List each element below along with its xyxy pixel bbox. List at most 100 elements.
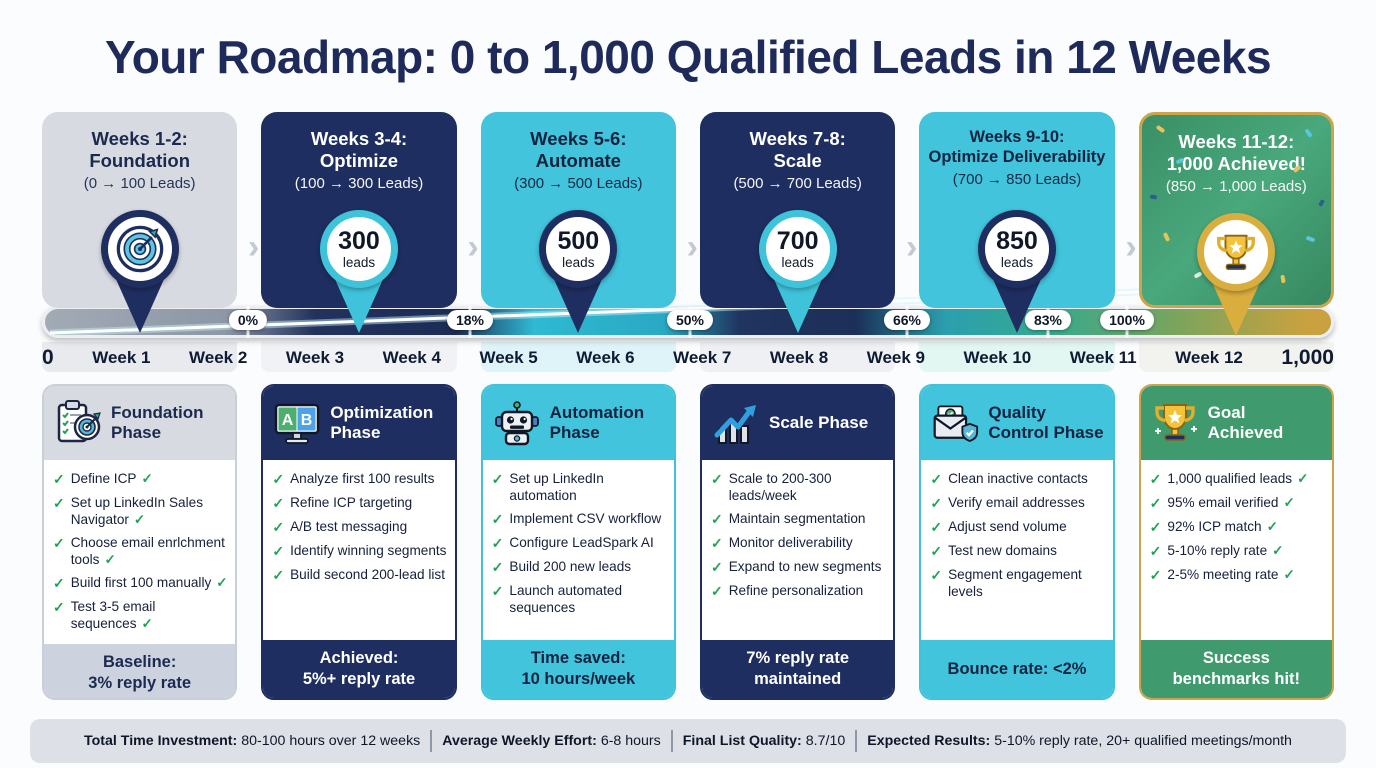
milestone-pin [100,210,179,333]
trophy-icon [1217,234,1256,270]
check-icon: ✓ [491,511,504,528]
checklist-item: ✓ 92% ICP match ✓ [1149,519,1278,536]
chevron-right-icon: › [906,228,918,266]
stat-value: 5-10% reply rate, 20+ qualified meetings… [994,733,1292,749]
detail-card-header: A B Optimization Phase [263,386,455,460]
progress-badge: 0% [228,310,268,330]
checklist: ✓ Analyze first 100 results ✓ Refine ICP t… [263,460,455,640]
target-icon [116,225,163,273]
check-icon: ✓ [272,567,285,584]
stat-label: Average Weekly Effort: [442,733,597,749]
phase-lead-range: (300 → 500 Leads) [514,175,643,193]
phase4-summary-card: Weeks 7-8: Scale (500 → 700 Leads) 700 l… [699,112,917,333]
check-icon: ✓ [930,567,943,584]
pin-circle: 300 leads [319,210,398,288]
detail-card-header: Goal Achieved [1140,386,1332,460]
stat-value: 80-100 hours over 12 weeks [241,733,421,749]
checklist-item: ✓ Choose email enrlchment tools ✓ [53,535,225,567]
checklist: ✓ Scale to 200-300 leads/week ✓ Maintain s… [701,460,894,640]
milestone-pin: 700 leads [758,210,837,333]
chevron-right-icon: › [248,228,260,266]
checklist-item: ✓ Expand to new segments [710,559,882,576]
checklist-item: ✓ Maintain segmentation [710,511,866,528]
check-icon: ✓ [491,471,504,487]
check-icon: ✓ [272,519,285,536]
check-icon: ✓ [1149,519,1162,536]
checklist: ✓ Set up LinkedIn automation ✓ Implement C… [482,460,674,640]
detail-cards-row: Foundation Phase ✓ Define ICP ✓ ✓ Set up Li… [42,384,1334,700]
axis-end-label: 1,000 [1281,346,1334,369]
phase2-summary-card: Weeks 3-4: Optimize (100 → 300 Leads) 30… [261,112,479,333]
pin-circle [100,210,179,288]
phase-name: Scale [773,150,822,172]
confetti [1280,274,1286,284]
svg-text:A: A [282,412,294,429]
check-icon: ✓ [1149,543,1162,560]
check-icon: ✓ [710,471,723,487]
week-label: Week 3 [285,348,345,367]
axis-start-label: 0 [42,346,54,369]
detail-card-header: Foundation Phase [44,386,236,460]
stat-expected-results: Expected Results: 5-10% reply rate, 20+ q… [857,733,1302,749]
stat-value: 8.7/10 [805,733,846,749]
detail-phase-title: Automation Phase [549,403,645,442]
check-icon: ✓ [272,471,285,487]
detail-phase-title: Quality Control Phase [988,403,1104,442]
check-icon: ✓ [53,495,65,512]
phase-name: Optimize [319,150,399,172]
milestone-pin: 500 leads [539,210,618,333]
check-icon: ✓ [272,543,285,560]
phase-lead-range: (500 → 700 Leads) [733,175,862,193]
phase1-summary-card: Weeks 1-2: Foundation (0 → 100 Leads) [42,112,259,333]
phase-weeks: Weeks 5-6: [530,128,627,149]
check-icon: ✓ [1149,471,1162,487]
detail-card-header: Automation Phase [482,386,674,460]
phase1-detail-card: Foundation Phase ✓ Define ICP ✓ ✓ Set up Li… [42,384,238,700]
phase-weeks: Weeks 3-4: [310,128,408,149]
detail-card-header: Scale Phase [701,386,894,460]
phase-weeks: Weeks 1-2: [91,128,188,149]
check-icon: ✓ [53,471,65,487]
checklist-item: ✓ Segment engagement levels [930,567,1082,599]
detail-card-header: Quality Control Phase [921,386,1113,460]
trophy-icon [1151,399,1199,447]
phase3-summary-card: Weeks 5-6: Automate (300 → 500 Leads) 50… [480,112,698,333]
chevron-right-icon: › [1125,228,1137,266]
week-label: Week 10 [963,348,1032,367]
phase-result-footer: 7% reply rate maintained [701,640,894,698]
lead-count: 850 [996,226,1038,255]
lead-count-unit: leads [1000,254,1034,270]
phase-lead-range: (700 → 850 Leads) [952,170,1082,188]
page-title: Your Roadmap: 0 to 1,000 Qualified Leads… [104,31,1272,83]
phase-name: Optimize Deliverability [928,147,1106,166]
phase-result-footer: Time saved: 10 hours/week [482,640,674,698]
stat-label: Final List Quality: [682,733,802,749]
checklist-item: ✓ Clean inactive contacts [930,471,1088,487]
stats-bar: Total Time Investment: 80-100 hours over … [30,719,1346,763]
divider [430,730,433,752]
progress-badge: 18% [446,310,494,330]
checklist-item: ✓ Analyze first 100 results [272,471,435,487]
checklist-item: ✓ Build 200 new leads [491,559,632,576]
phase5-summary-card: Weeks 9-10: Optimize Deliverability (700… [919,112,1137,333]
milestone-pin [1197,213,1276,336]
phase-lead-range: (850 → 1,000 Leads) [1165,178,1307,196]
progress-badge: 83% [1024,310,1072,330]
growth-chart-icon [712,399,760,447]
check-icon: ✓ [491,559,504,576]
phase-lead-range: (0 → 100 Leads) [83,175,196,193]
week-label: Week 9 [866,348,925,367]
check-icon: ✓ [710,511,723,528]
phase-result-footer: Achieved: 5%+ reply rate [263,640,455,698]
phase5-detail-card: Quality Control Phase ✓ Clean inactive co… [919,384,1115,700]
stat-value: 6-8 hours [600,733,661,749]
check-icon: ✓ [104,551,116,567]
milestone-pin: 300 leads [319,210,398,333]
robot-icon [493,399,541,447]
week-label: Week 4 [382,348,441,367]
week-label: Week 1 [92,348,151,367]
progress-badge: 100% [1100,310,1154,330]
check-icon: ✓ [141,616,153,632]
verified-email-icon [931,399,979,447]
confetti [1305,235,1316,243]
